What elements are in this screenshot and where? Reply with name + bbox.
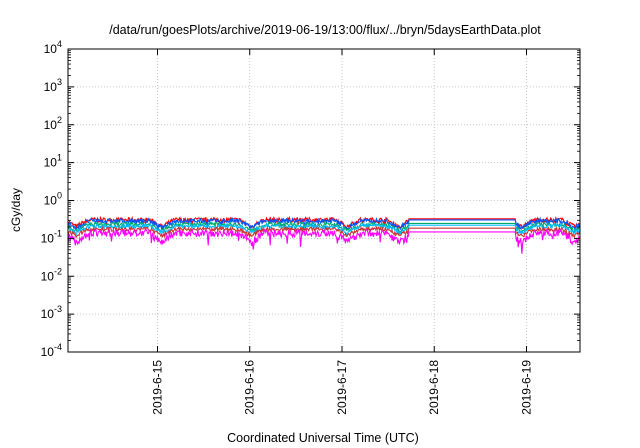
y-tick-label: 10-4 — [41, 342, 62, 359]
x-tick-label: 2019-6-18 — [427, 360, 441, 415]
y-tick-label: 10-3 — [41, 304, 62, 321]
series-line-4 — [67, 222, 580, 238]
y-axis: 10-4 10-3 10-2 10-1 100 101 102 103 104 — [41, 39, 580, 359]
y-tick-label: 10-1 — [41, 228, 62, 245]
y-tick-label: 103 — [44, 77, 62, 94]
series-line-2 — [67, 216, 580, 231]
grid — [68, 49, 580, 352]
series-group — [67, 215, 580, 254]
chart-title: /data/run/goesPlots/archive/2019-06-19/1… — [109, 23, 541, 37]
y-axis-label: cGy/day — [9, 188, 23, 232]
x-axis: 2019-6-15 2019-6-16 2019-6-17 2019-6-18 2019… — [150, 49, 533, 415]
x-axis-label: Coordinated Universal Time (UTC) — [227, 431, 419, 445]
y-tick-label: 10-2 — [41, 266, 62, 283]
x-tick-label: 2019-6-15 — [150, 360, 164, 415]
series-line-6 — [67, 227, 580, 254]
y-tick-label: 100 — [44, 191, 62, 208]
x-tick-label: 2019-6-19 — [519, 360, 533, 415]
x-tick-label: 2019-6-17 — [335, 360, 349, 415]
y-tick-label: 102 — [44, 115, 62, 132]
x-tick-label: 2019-6-16 — [243, 360, 257, 415]
y-tick-label: 101 — [44, 153, 62, 170]
y-tick-label: 104 — [44, 39, 62, 56]
